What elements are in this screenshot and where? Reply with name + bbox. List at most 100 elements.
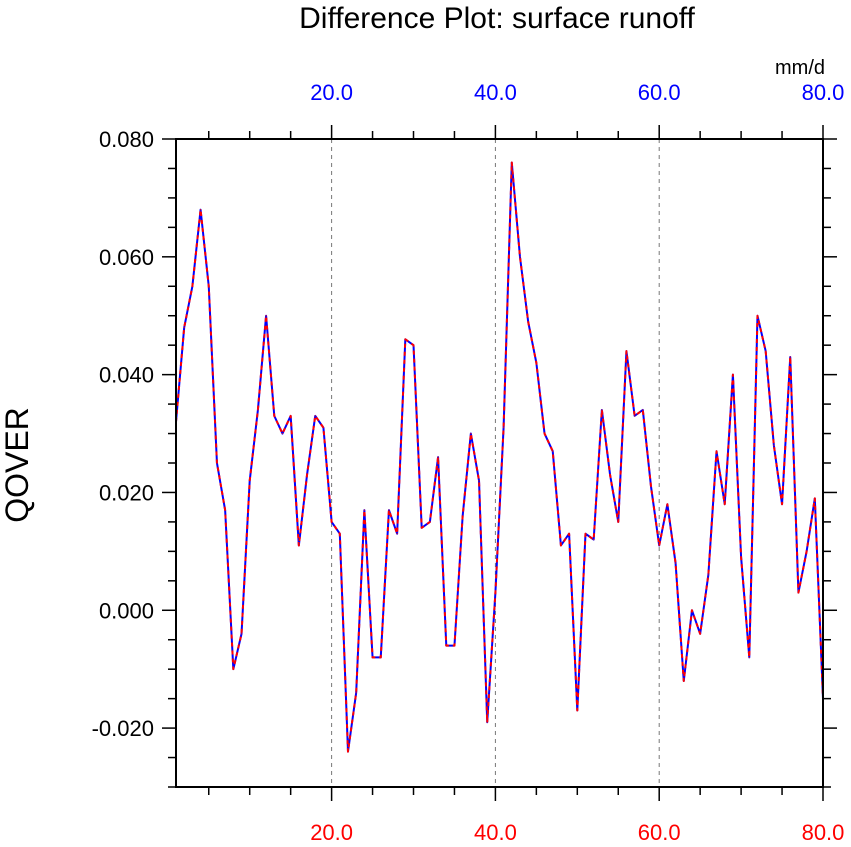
data-point — [240, 633, 243, 635]
data-point — [363, 509, 365, 511]
y-tick-label: 0.080 — [99, 127, 154, 152]
data-point — [806, 550, 808, 552]
data-point — [535, 362, 537, 364]
x-tick-label-top: 80.0 — [802, 80, 845, 105]
data-point — [429, 521, 431, 523]
data-point — [724, 503, 726, 505]
y-axis-label: QOVER — [0, 407, 35, 523]
data-point — [470, 432, 472, 435]
data-point — [232, 668, 234, 670]
data-point — [576, 709, 578, 712]
series-line-solid — [175, 161, 824, 753]
data-point — [527, 321, 529, 323]
x-tick-label-bottom: 60.0 — [638, 820, 681, 845]
data-point — [658, 544, 660, 547]
data-point — [216, 462, 218, 464]
data-point — [355, 692, 357, 694]
data-point — [543, 432, 546, 435]
data-point — [412, 344, 415, 346]
chart-title: Difference Plot: surface runoff — [299, 2, 695, 35]
data-point — [462, 515, 464, 517]
data-point — [306, 474, 308, 476]
y-axis: -0.020 0.000 0.020 0.040 0.060 0.080 — [92, 127, 837, 788]
data-point — [756, 315, 759, 317]
data-point — [273, 415, 275, 417]
data-point — [347, 751, 349, 753]
data-point — [625, 350, 628, 352]
x-tick-label-bottom: 80.0 — [802, 820, 845, 845]
data-point — [314, 415, 316, 417]
data-point — [380, 656, 382, 659]
data-point — [691, 609, 693, 611]
data-point — [773, 444, 775, 446]
data-point — [797, 592, 800, 594]
reference-lines — [331, 139, 660, 787]
y-tick-label: 0.000 — [99, 598, 154, 623]
x-axis-bottom: 20.0 40.0 60.0 80.0 — [208, 787, 845, 845]
data-point — [732, 374, 734, 376]
data-point — [748, 656, 750, 659]
data-point — [609, 474, 611, 476]
data-point — [396, 533, 398, 535]
y-tick-label: 0.040 — [99, 363, 154, 388]
data-point — [707, 574, 709, 576]
data-point — [593, 538, 595, 541]
data-point — [322, 427, 325, 429]
data-point — [388, 509, 390, 511]
data-point — [191, 285, 193, 287]
data-point — [298, 544, 300, 547]
x-tick-label-top: 20.0 — [310, 80, 353, 105]
x-tick-label-top: 40.0 — [474, 80, 517, 105]
data-point — [281, 432, 284, 435]
data-point — [650, 485, 652, 488]
x-tick-label-bottom: 40.0 — [474, 820, 517, 845]
series-line-dashed — [175, 161, 824, 753]
data-point — [331, 521, 333, 523]
data-point — [642, 409, 644, 411]
data-point — [453, 645, 456, 647]
data-point — [478, 480, 480, 482]
data-point — [519, 256, 521, 258]
data-point — [560, 544, 562, 547]
data-point — [683, 680, 685, 682]
data-point — [421, 527, 423, 529]
x-axis-top: 20.0 40.0 60.0 80.0 — [208, 80, 845, 139]
data-point — [437, 456, 439, 458]
data-point — [601, 409, 603, 411]
units-label: mm/d — [775, 57, 825, 79]
series-group — [175, 161, 824, 753]
x-tick-label-bottom: 20.0 — [310, 820, 353, 845]
data-point — [486, 721, 488, 723]
data-point — [666, 503, 668, 505]
data-point — [789, 356, 791, 358]
data-point — [224, 509, 226, 511]
data-point — [494, 592, 497, 594]
data-point — [404, 338, 406, 340]
data-point — [208, 285, 210, 287]
data-point — [814, 497, 816, 499]
data-point — [511, 161, 513, 164]
data-point — [617, 521, 619, 523]
data-point — [568, 533, 570, 535]
data-point — [699, 633, 701, 635]
data-point — [674, 562, 677, 564]
data-point — [249, 480, 251, 482]
y-tick-label: 0.020 — [99, 480, 154, 505]
data-point — [199, 209, 202, 211]
data-point — [445, 645, 447, 647]
data-point — [339, 533, 341, 535]
data-point — [765, 350, 767, 352]
data-point — [502, 427, 505, 429]
data-point — [715, 450, 718, 452]
data-point — [634, 415, 636, 417]
data-point — [781, 503, 783, 505]
data-point — [257, 409, 259, 411]
data-point — [584, 533, 587, 535]
data-point — [740, 556, 742, 558]
y-tick-label: 0.060 — [99, 245, 154, 270]
data-point — [290, 415, 292, 417]
plot-frame — [175, 138, 824, 788]
x-tick-label-top: 60.0 — [638, 80, 681, 105]
data-point — [552, 450, 554, 452]
